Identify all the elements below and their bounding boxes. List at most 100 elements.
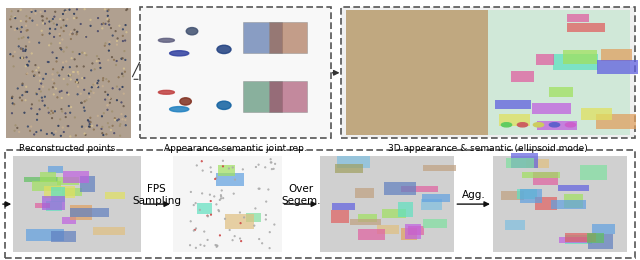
Bar [218, 165, 235, 176]
Bar [104, 192, 125, 199]
Point [216, 188, 227, 193]
Point [261, 199, 271, 204]
Point [19, 111, 29, 115]
Point [210, 177, 220, 181]
Point [263, 187, 273, 192]
Point [89, 127, 99, 132]
Bar [349, 219, 381, 225]
Point [20, 64, 31, 68]
Point [249, 224, 259, 228]
Point [34, 70, 44, 75]
Point [55, 46, 65, 50]
Bar [335, 164, 363, 173]
Point [10, 16, 20, 20]
Point [66, 30, 76, 34]
Point [59, 130, 69, 134]
FancyBboxPatch shape [13, 156, 141, 252]
Point [14, 130, 24, 134]
Point [104, 19, 114, 23]
Point [50, 27, 60, 31]
Point [260, 217, 271, 222]
Point [49, 92, 59, 96]
Point [45, 20, 55, 24]
Point [51, 87, 61, 91]
Point [79, 132, 90, 136]
Circle shape [549, 123, 559, 127]
Point [118, 34, 128, 38]
Point [56, 25, 66, 30]
Point [218, 196, 228, 200]
Point [60, 111, 70, 115]
Point [104, 23, 115, 27]
Point [95, 66, 106, 70]
Point [44, 110, 54, 115]
Point [15, 96, 25, 100]
Point [97, 131, 108, 135]
Point [63, 124, 74, 128]
Point [93, 58, 104, 63]
Point [18, 47, 28, 51]
Point [116, 57, 127, 61]
Point [100, 44, 110, 48]
Bar [358, 214, 376, 222]
Bar [51, 187, 65, 202]
Point [86, 68, 96, 73]
Point [62, 124, 72, 128]
Point [49, 81, 60, 86]
Point [113, 36, 123, 41]
Point [202, 214, 212, 218]
Point [28, 69, 38, 74]
Point [77, 51, 88, 55]
Point [102, 103, 113, 107]
Point [50, 109, 60, 113]
Point [34, 99, 44, 103]
Point [42, 132, 52, 136]
Point [26, 125, 36, 129]
Bar [597, 60, 637, 74]
Bar [551, 200, 586, 210]
Point [8, 101, 18, 106]
Point [21, 19, 31, 23]
Point [36, 29, 47, 33]
Point [26, 8, 36, 12]
Point [92, 81, 102, 85]
Point [44, 20, 54, 24]
Point [40, 9, 50, 13]
Point [86, 85, 97, 89]
Point [48, 17, 58, 21]
Point [60, 9, 70, 13]
Point [32, 118, 42, 122]
Bar [588, 235, 614, 249]
Point [88, 82, 99, 87]
Point [27, 102, 37, 106]
Point [103, 58, 113, 62]
Bar [522, 172, 561, 178]
Point [56, 134, 66, 138]
Point [118, 104, 129, 108]
Point [17, 36, 27, 40]
Point [56, 96, 67, 100]
Point [227, 238, 237, 242]
Text: FPS
Sampling: FPS Sampling [132, 184, 181, 206]
Point [98, 84, 108, 88]
Point [72, 32, 82, 36]
Point [85, 125, 95, 129]
Point [36, 81, 46, 86]
Text: Reconstructed points: Reconstructed points [19, 144, 115, 153]
Point [18, 56, 28, 60]
Text: Agg.: Agg. [461, 190, 486, 200]
Point [68, 50, 78, 54]
Point [61, 24, 72, 28]
Point [54, 90, 65, 94]
Point [63, 92, 74, 96]
Point [185, 243, 195, 247]
Point [51, 59, 61, 63]
Bar [32, 181, 61, 191]
Point [67, 56, 77, 60]
Point [211, 202, 221, 206]
Point [84, 119, 94, 124]
Point [117, 72, 127, 76]
Point [13, 86, 23, 90]
Point [72, 7, 82, 11]
Point [70, 57, 80, 61]
